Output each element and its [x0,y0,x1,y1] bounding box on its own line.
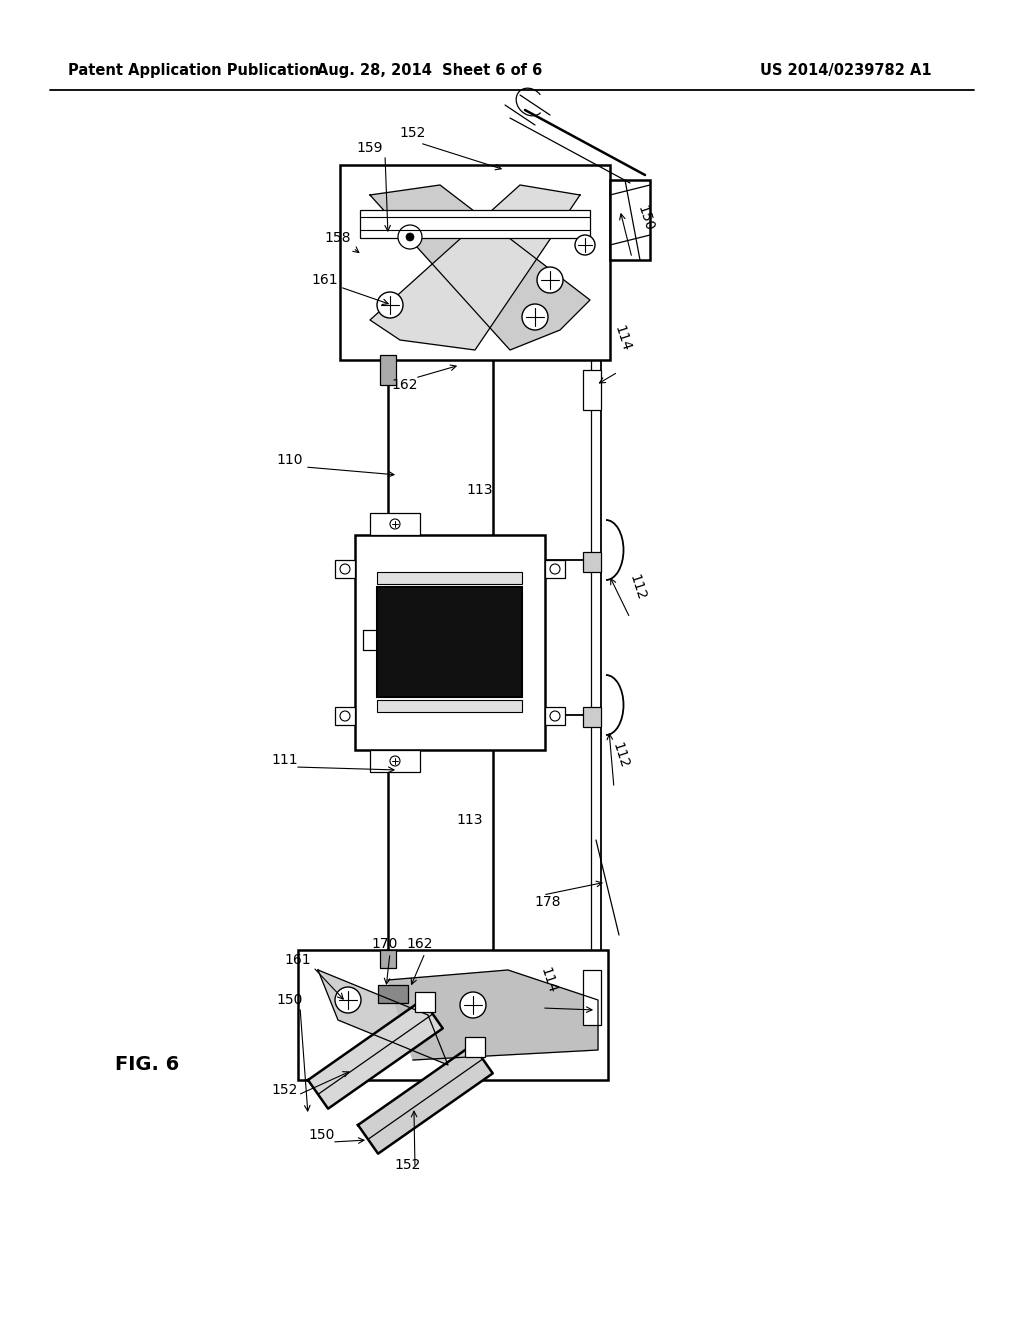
Bar [370,513,420,535]
Text: US 2014/0239782 A1: US 2014/0239782 A1 [760,62,932,78]
Text: 150: 150 [309,1129,335,1142]
Text: 112: 112 [627,573,648,602]
Circle shape [390,756,400,766]
Text: 170: 170 [372,937,398,950]
Text: 152: 152 [271,1082,298,1097]
Text: 113: 113 [457,813,483,828]
Bar [355,535,545,750]
Text: Aug. 28, 2014  Sheet 6 of 6: Aug. 28, 2014 Sheet 6 of 6 [317,62,543,78]
Bar [583,552,601,572]
Text: 161: 161 [311,273,338,286]
Text: 152: 152 [399,125,426,140]
Bar [465,1036,484,1057]
Bar [298,950,608,1080]
Bar [583,970,601,1026]
Polygon shape [308,999,442,1109]
Text: 150: 150 [276,993,303,1007]
Text: 113: 113 [467,483,494,498]
Text: 162: 162 [407,937,433,950]
Polygon shape [370,185,590,350]
Circle shape [537,267,563,293]
Circle shape [460,993,486,1018]
Circle shape [575,235,595,255]
Bar [360,210,590,238]
Text: FIG. 6: FIG. 6 [115,1056,179,1074]
Bar [377,572,522,583]
Polygon shape [370,185,580,350]
Text: 161: 161 [285,953,311,968]
Text: 112: 112 [609,741,631,770]
Polygon shape [358,1044,493,1154]
Text: 114: 114 [611,323,633,352]
Text: 158: 158 [325,231,351,246]
Bar [380,950,396,968]
Circle shape [398,224,422,249]
Text: 111: 111 [271,752,298,767]
Bar [545,560,565,578]
Text: 178: 178 [535,895,561,909]
Bar [378,985,408,1003]
Text: 150: 150 [634,203,655,232]
Text: 114: 114 [538,965,559,995]
Circle shape [406,234,414,242]
Polygon shape [388,970,598,1060]
Bar [340,165,610,360]
Circle shape [522,304,548,330]
Circle shape [340,564,350,574]
Bar [583,708,601,727]
Bar [415,991,434,1011]
Bar [610,180,650,260]
Bar [335,708,355,725]
Bar [583,370,601,411]
Bar [545,708,565,725]
Circle shape [340,711,350,721]
Text: Patent Application Publication: Patent Application Publication [68,62,319,78]
Circle shape [550,711,560,721]
Circle shape [377,292,403,318]
Circle shape [390,519,400,529]
Bar [370,750,420,772]
Bar [380,355,396,385]
Text: 110: 110 [276,453,303,467]
Text: 152: 152 [395,1158,421,1172]
Circle shape [335,987,361,1012]
Bar [345,170,605,355]
Polygon shape [318,970,449,1065]
Bar [377,700,522,711]
Bar [377,587,522,697]
Text: 159: 159 [356,141,383,154]
Circle shape [550,564,560,574]
Text: 162: 162 [392,378,418,392]
Bar [335,560,355,578]
